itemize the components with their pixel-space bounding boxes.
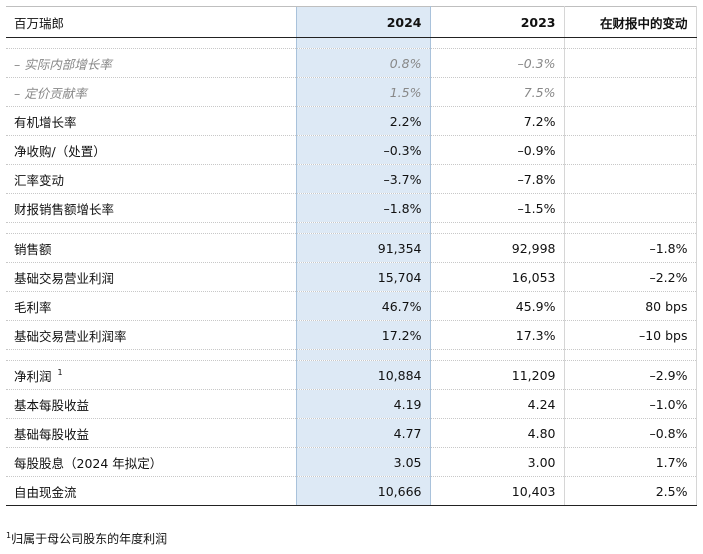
- row-label: 每股股息（2024 年拟定）: [6, 447, 296, 477]
- col-header-2023: 2023: [430, 6, 565, 38]
- table-row: 自由现金流 10,666 10,403 2.5%: [6, 476, 697, 506]
- table-row: – 定价贡献率 1.5% 7.5%: [6, 77, 697, 107]
- table-row: 汇率变动 –3.7% –7.8%: [6, 164, 697, 194]
- value-change: 80 bps: [564, 291, 697, 321]
- value-2024: 4.77: [295, 418, 431, 448]
- table-row: 每股股息（2024 年拟定） 3.05 3.00 1.7%: [6, 447, 697, 477]
- value-2024: 10,884: [295, 360, 431, 390]
- footnote-text: 归属于母公司股东的年度利润: [11, 532, 168, 546]
- value-2024: –1.8%: [295, 193, 431, 223]
- table-row: 基础交易营业利润 15,704 16,053 –2.2%: [6, 262, 697, 292]
- table-row: 销售额 91,354 92,998 –1.8%: [6, 233, 697, 263]
- value-2023: 3.00: [430, 447, 565, 477]
- col-header-change: 在财报中的变动: [564, 6, 697, 38]
- table-row: 有机增长率 2.2% 7.2%: [6, 106, 697, 136]
- value-2024: 17.2%: [295, 320, 431, 350]
- table-row: 基础每股收益 4.77 4.80 –0.8%: [6, 418, 697, 448]
- value-2023: 7.5%: [430, 77, 565, 107]
- spacer-row: [6, 349, 697, 361]
- value-change: –2.2%: [564, 262, 697, 292]
- value-2024: –0.3%: [295, 135, 431, 165]
- value-change: –2.9%: [564, 360, 697, 390]
- table-row: – 实际内部增长率 0.8% –0.3%: [6, 48, 697, 78]
- table-row: 毛利率 46.7% 45.9% 80 bps: [6, 291, 697, 321]
- value-2023: 7.2%: [430, 106, 565, 136]
- row-label: 财报销售额增长率: [6, 193, 296, 223]
- row-label: 毛利率: [6, 291, 296, 321]
- value-2023: –0.3%: [430, 48, 565, 78]
- row-label-cell: 净利润 1: [6, 360, 296, 390]
- value-change: [564, 48, 697, 78]
- table-row: 财报销售额增长率 –1.8% –1.5%: [6, 193, 697, 223]
- row-label: 有机增长率: [6, 106, 296, 136]
- value-change: –1.0%: [564, 389, 697, 419]
- table-row: 净利润 1 10,884 11,209 –2.9%: [6, 360, 697, 390]
- table-row: 基础交易营业利润率 17.2% 17.3% –10 bps: [6, 320, 697, 350]
- row-label: 净收购/（处置）: [6, 135, 296, 165]
- value-change: –0.8%: [564, 418, 697, 448]
- value-change: –1.8%: [564, 233, 697, 263]
- value-2023: 16,053: [430, 262, 565, 292]
- row-label: – 实际内部增长率: [6, 48, 296, 78]
- value-2023: 17.3%: [430, 320, 565, 350]
- footnote: 1归属于母公司股东的年度利润: [6, 530, 167, 547]
- value-2023: 45.9%: [430, 291, 565, 321]
- row-label: – 定价贡献率: [6, 77, 296, 107]
- value-change: [564, 193, 697, 223]
- row-label: 销售额: [6, 233, 296, 263]
- value-2024: 15,704: [295, 262, 431, 292]
- value-2024: 0.8%: [295, 48, 431, 78]
- row-label: 净利润: [14, 368, 52, 384]
- row-label: 自由现金流: [6, 476, 296, 506]
- footnote-mark: 1: [6, 531, 12, 540]
- table-header-row: 百万瑞郎 2024 2023 在财报中的变动: [6, 6, 697, 38]
- value-change: [564, 77, 697, 107]
- value-2024: 10,666: [295, 476, 431, 506]
- financial-table: 百万瑞郎 2024 2023 在财报中的变动 – 实际内部增长率 0.8% –0…: [6, 6, 697, 506]
- value-2024: 4.19: [295, 389, 431, 419]
- value-change: 1.7%: [564, 447, 697, 477]
- value-2024: 1.5%: [295, 77, 431, 107]
- value-2023: 92,998: [430, 233, 565, 263]
- spacer-row: [6, 37, 697, 49]
- value-2023: –0.9%: [430, 135, 565, 165]
- value-change: –10 bps: [564, 320, 697, 350]
- value-change: [564, 135, 697, 165]
- row-label: 基础交易营业利润: [6, 262, 296, 292]
- value-2024: 91,354: [295, 233, 431, 263]
- unit-label: 百万瑞郎: [6, 6, 296, 38]
- value-change: [564, 164, 697, 194]
- col-header-2024: 2024: [295, 6, 431, 38]
- value-2024: 46.7%: [295, 291, 431, 321]
- value-2023: –1.5%: [430, 193, 565, 223]
- value-change: 2.5%: [564, 476, 697, 506]
- value-2023: 4.80: [430, 418, 565, 448]
- value-2024: 3.05: [295, 447, 431, 477]
- value-2023: 4.24: [430, 389, 565, 419]
- row-label: 汇率变动: [6, 164, 296, 194]
- table-row: 基本每股收益 4.19 4.24 –1.0%: [6, 389, 697, 419]
- value-2024: 2.2%: [295, 106, 431, 136]
- value-2023: 10,403: [430, 476, 565, 506]
- value-change: [564, 106, 697, 136]
- value-2023: 11,209: [430, 360, 565, 390]
- footnote-marker: 1: [57, 368, 63, 378]
- value-2023: –7.8%: [430, 164, 565, 194]
- row-label: 基础交易营业利润率: [6, 320, 296, 350]
- row-label: 基本每股收益: [6, 389, 296, 419]
- table-row: 净收购/（处置） –0.3% –0.9%: [6, 135, 697, 165]
- spacer-row: [6, 222, 697, 234]
- row-label: 基础每股收益: [6, 418, 296, 448]
- value-2024: –3.7%: [295, 164, 431, 194]
